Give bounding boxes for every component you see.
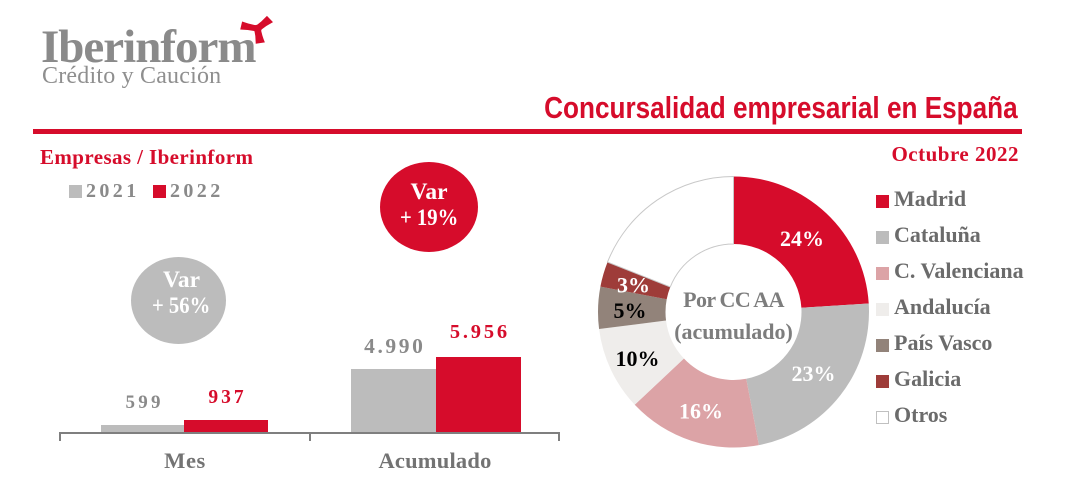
svg-text:23%: 23% [792, 361, 836, 386]
svg-text:10%: 10% [616, 346, 660, 371]
svg-text:5%: 5% [614, 298, 647, 323]
svg-text:16%: 16% [679, 399, 723, 424]
svg-text:24%: 24% [780, 226, 824, 251]
svg-text:3%: 3% [617, 273, 650, 298]
